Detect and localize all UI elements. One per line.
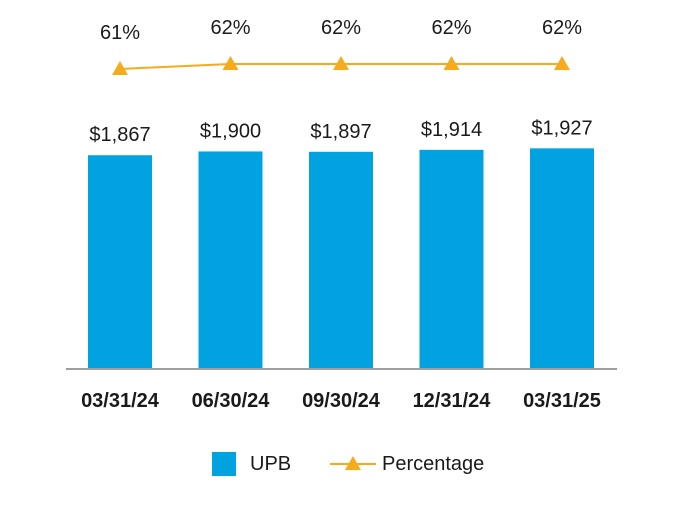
percentage-marker-4 bbox=[554, 56, 570, 70]
legend-label-upb: UPB bbox=[250, 452, 292, 475]
bar-upb-1 bbox=[198, 151, 263, 369]
bar-value-label-3: $1,914 bbox=[421, 119, 482, 141]
line-labels-layer: 61% 62% 62% 62% 62% bbox=[100, 17, 582, 44]
bar-value-label-1: $1,900 bbox=[200, 120, 261, 142]
bar-upb-2 bbox=[309, 151, 373, 369]
bar-value-label-0: $1,867 bbox=[89, 124, 150, 146]
legend-label-percentage: Percentage bbox=[382, 452, 485, 475]
x-tick-label-1: 06/30/24 bbox=[192, 390, 271, 412]
percentage-value-label-1: 62% bbox=[210, 17, 250, 39]
legend: UPB Percentage bbox=[0, 448, 682, 480]
legend-item-upb: UPB bbox=[212, 452, 291, 476]
bar-upb-3 bbox=[419, 149, 484, 369]
bars-layer bbox=[88, 148, 594, 369]
line-layer bbox=[112, 56, 570, 75]
category-labels-layer: 03/31/24 06/30/24 09/30/24 12/31/24 03/31/25 bbox=[81, 390, 601, 412]
bar-labels-layer: $1,867 $1,900 $1,897 $1,914 $1,927 bbox=[89, 117, 592, 146]
legend-swatch-percentage bbox=[330, 456, 376, 470]
x-tick-label-4: 03/31/25 bbox=[523, 390, 601, 412]
percentage-value-label-2: 62% bbox=[321, 17, 361, 39]
legend-swatch-upb bbox=[212, 452, 236, 476]
combo-chart: $1,867 $1,900 $1,897 $1,914 $1,927 61% 62% 62%… bbox=[66, 17, 617, 412]
bar-value-label-2: $1,897 bbox=[310, 121, 371, 143]
percentage-marker-3 bbox=[443, 56, 460, 70]
percentage-value-label-3: 62% bbox=[431, 17, 471, 39]
legend-item-percentage: Percentage bbox=[330, 452, 484, 476]
percentage-value-label-4: 62% bbox=[542, 17, 582, 39]
percentage-value-label-0: 61% bbox=[100, 22, 140, 44]
bar-upb-0 bbox=[88, 155, 152, 369]
bar-value-label-4: $1,927 bbox=[531, 117, 592, 139]
bar-upb-4 bbox=[530, 148, 594, 369]
x-tick-label-0: 03/31/24 bbox=[81, 390, 160, 412]
x-tick-label-3: 12/31/24 bbox=[413, 390, 492, 412]
percentage-marker-0 bbox=[112, 61, 128, 75]
percentage-marker-1 bbox=[222, 56, 239, 70]
percentage-marker-2 bbox=[333, 56, 349, 70]
x-tick-label-2: 09/30/24 bbox=[302, 390, 381, 412]
